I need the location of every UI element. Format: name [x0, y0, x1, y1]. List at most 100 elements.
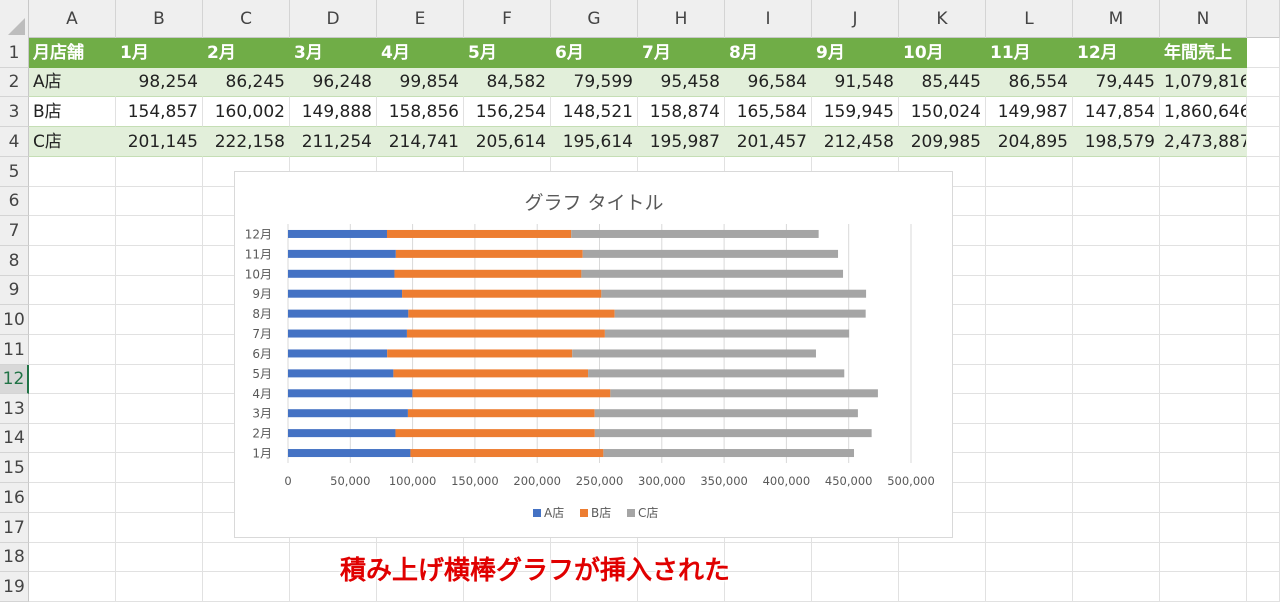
sales-cell[interactable]: 195,987 — [638, 127, 725, 157]
sales-cell[interactable]: 96,248 — [290, 68, 377, 97]
sales-cell[interactable]: 148,521 — [551, 97, 638, 127]
sales-cell[interactable]: 195,614 — [551, 127, 638, 157]
empty-cell[interactable] — [1160, 276, 1247, 305]
empty-cell[interactable] — [29, 157, 116, 187]
sales-cell[interactable]: 154,857 — [116, 97, 203, 127]
empty-cell[interactable] — [1247, 97, 1280, 127]
empty-cell[interactable] — [1247, 127, 1280, 157]
sales-cell[interactable]: 222,158 — [203, 127, 290, 157]
empty-cell[interactable] — [116, 276, 203, 305]
empty-cell[interactable] — [986, 187, 1073, 216]
table-header-cell[interactable]: 3月 — [290, 38, 377, 68]
sales-cell[interactable]: 159,945 — [812, 97, 899, 127]
sales-cell[interactable]: 201,457 — [725, 127, 812, 157]
column-header-b[interactable]: B — [116, 0, 203, 38]
empty-cell[interactable] — [1160, 335, 1247, 365]
sales-cell[interactable]: 1,860,646 — [1160, 97, 1247, 127]
empty-cell[interactable] — [1247, 157, 1280, 187]
sales-cell[interactable]: 158,856 — [377, 97, 464, 127]
sales-cell[interactable]: 79,445 — [1073, 68, 1160, 97]
sales-cell[interactable]: 86,245 — [203, 68, 290, 97]
stacked-bar-chart[interactable]: グラフ タイトル 0 50,000 100,000 150,000 200,000 250,… — [234, 171, 953, 538]
empty-cell[interactable] — [29, 216, 116, 246]
column-header-g[interactable]: G — [551, 0, 638, 38]
empty-cell[interactable] — [116, 513, 203, 543]
empty-cell[interactable] — [1073, 216, 1160, 246]
empty-cell[interactable] — [1247, 276, 1280, 305]
empty-cell[interactable] — [725, 572, 812, 602]
store-name-cell[interactable]: B店 — [29, 97, 116, 127]
empty-cell[interactable] — [1073, 483, 1160, 513]
row-header-2[interactable]: 2 — [0, 68, 29, 97]
row-header-7[interactable]: 7 — [0, 216, 29, 246]
empty-cell[interactable] — [1073, 305, 1160, 335]
empty-cell[interactable] — [1160, 513, 1247, 543]
sales-cell[interactable]: 209,985 — [899, 127, 986, 157]
table-header-cell[interactable]: 8月 — [725, 38, 812, 68]
empty-cell[interactable] — [1247, 453, 1280, 483]
store-name-cell[interactable]: C店 — [29, 127, 116, 157]
empty-cell[interactable] — [725, 543, 812, 572]
empty-cell[interactable] — [116, 246, 203, 276]
empty-cell[interactable] — [1160, 483, 1247, 513]
column-header-i[interactable]: I — [725, 0, 812, 38]
empty-cell[interactable] — [899, 543, 986, 572]
empty-cell[interactable] — [116, 216, 203, 246]
sales-cell[interactable]: 214,741 — [377, 127, 464, 157]
empty-cell[interactable] — [1247, 38, 1280, 68]
sales-cell[interactable]: 98,254 — [116, 68, 203, 97]
empty-cell[interactable] — [1247, 483, 1280, 513]
empty-cell[interactable] — [29, 187, 116, 216]
empty-cell[interactable] — [116, 187, 203, 216]
empty-cell[interactable] — [1160, 394, 1247, 424]
row-header-13[interactable]: 13 — [0, 394, 29, 424]
column-header-f[interactable]: F — [464, 0, 551, 38]
empty-cell[interactable] — [29, 453, 116, 483]
empty-cell[interactable] — [638, 543, 725, 572]
column-header-h[interactable]: H — [638, 0, 725, 38]
column-header-k[interactable]: K — [899, 0, 986, 38]
empty-cell[interactable] — [116, 394, 203, 424]
empty-cell[interactable] — [1247, 187, 1280, 216]
empty-cell[interactable] — [1073, 572, 1160, 602]
sales-cell[interactable]: 91,548 — [812, 68, 899, 97]
empty-cell[interactable] — [1247, 246, 1280, 276]
row-header-6[interactable]: 6 — [0, 187, 29, 216]
table-header-cell[interactable]: 2月 — [203, 38, 290, 68]
empty-cell[interactable] — [638, 572, 725, 602]
empty-cell[interactable] — [116, 157, 203, 187]
sales-cell[interactable]: 160,002 — [203, 97, 290, 127]
sales-cell[interactable]: 95,458 — [638, 68, 725, 97]
empty-cell[interactable] — [986, 424, 1073, 453]
empty-cell[interactable] — [986, 305, 1073, 335]
empty-cell[interactable] — [1073, 394, 1160, 424]
empty-cell[interactable] — [290, 543, 377, 572]
column-header-l[interactable]: L — [986, 0, 1073, 38]
row-header-3[interactable]: 3 — [0, 97, 29, 127]
table-header-cell[interactable]: 月店舗 — [29, 38, 116, 68]
empty-cell[interactable] — [1247, 513, 1280, 543]
empty-cell[interactable] — [29, 335, 116, 365]
empty-cell[interactable] — [1247, 305, 1280, 335]
empty-cell[interactable] — [203, 572, 290, 602]
empty-cell[interactable] — [1247, 216, 1280, 246]
empty-cell[interactable] — [1073, 276, 1160, 305]
empty-cell[interactable] — [116, 335, 203, 365]
table-header-cell[interactable]: 5月 — [464, 38, 551, 68]
sales-cell[interactable]: 158,874 — [638, 97, 725, 127]
sales-cell[interactable]: 2,473,887 — [1160, 127, 1247, 157]
empty-cell[interactable] — [986, 483, 1073, 513]
empty-cell[interactable] — [899, 572, 986, 602]
empty-cell[interactable] — [290, 572, 377, 602]
row-header-17[interactable]: 17 — [0, 513, 29, 543]
empty-cell[interactable] — [1160, 216, 1247, 246]
empty-cell[interactable] — [986, 335, 1073, 365]
row-header-15[interactable]: 15 — [0, 453, 29, 483]
sales-cell[interactable]: 86,554 — [986, 68, 1073, 97]
table-header-cell[interactable]: 10月 — [899, 38, 986, 68]
empty-cell[interactable] — [1160, 572, 1247, 602]
sales-cell[interactable]: 149,888 — [290, 97, 377, 127]
sales-cell[interactable]: 156,254 — [464, 97, 551, 127]
empty-cell[interactable] — [29, 513, 116, 543]
table-header-cell[interactable]: 1月 — [116, 38, 203, 68]
